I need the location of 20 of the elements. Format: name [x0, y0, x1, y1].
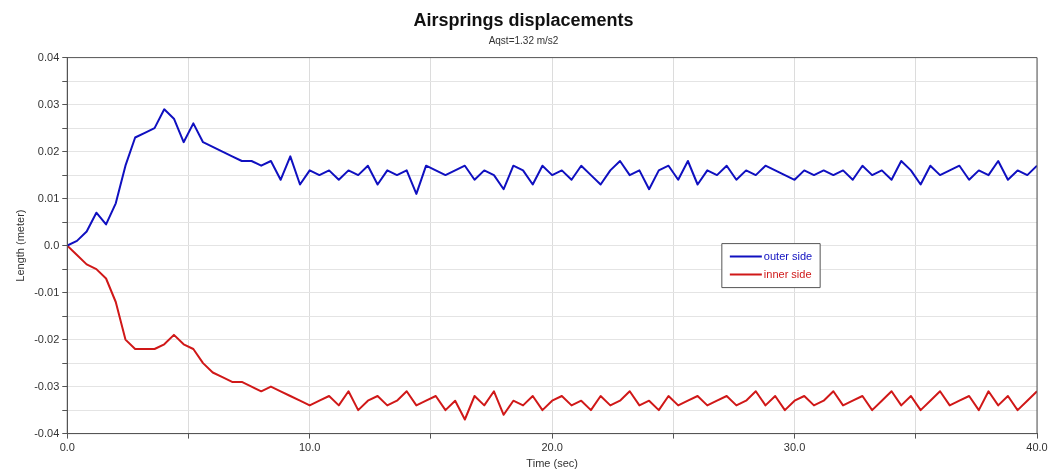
y-tick-label: 0.03: [37, 97, 60, 110]
x-tick-label: 40.0: [1026, 441, 1048, 454]
chart-title: Airsprings displacements: [413, 9, 634, 30]
legend-label: outer side: [763, 249, 813, 262]
y-tick-label: 0.0: [43, 238, 60, 251]
y-tick-label: -0.02: [34, 332, 60, 345]
y-tick-label: -0.01: [34, 285, 60, 298]
x-axis-title: Time (sec): [526, 457, 578, 470]
y-tick-label: 0.01: [37, 191, 60, 204]
chart-subtitle: Aqst=1.32 m/s2: [488, 35, 559, 47]
legend-label: inner side: [763, 267, 812, 280]
y-axis-title: Length (meter): [13, 209, 26, 282]
x-tick-label: 30.0: [783, 441, 806, 454]
y-tick-label: -0.03: [34, 379, 60, 392]
y-tick-label: -0.04: [34, 426, 60, 439]
x-tick-label: 10.0: [298, 441, 321, 454]
y-tick-label: 0.02: [37, 144, 60, 157]
x-tick-label: 0.0: [59, 441, 75, 454]
x-tick-label: 20.0: [541, 441, 563, 454]
y-tick-label: 0.04: [37, 50, 60, 63]
